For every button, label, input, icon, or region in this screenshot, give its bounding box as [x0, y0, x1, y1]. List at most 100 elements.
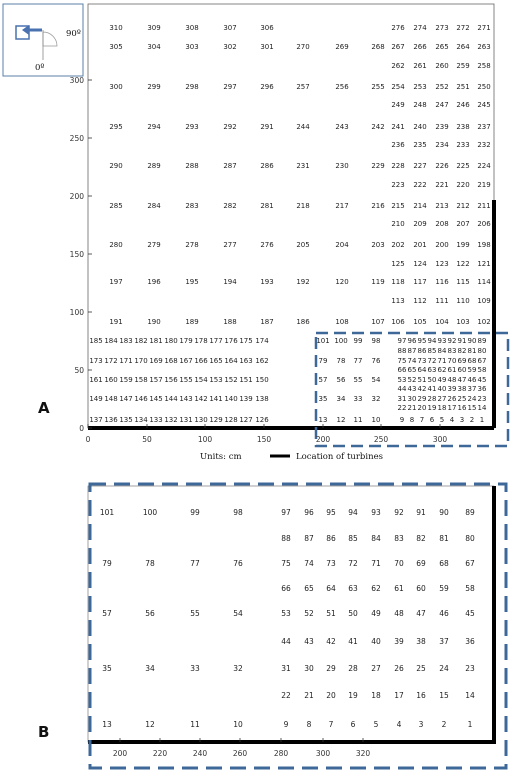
turbine-id: 57 — [102, 609, 112, 618]
turbine-id: 269 — [335, 43, 348, 51]
turbine-id: 29 — [418, 395, 427, 403]
turbine-id: 66 — [398, 366, 407, 374]
turbine-id: 196 — [147, 278, 161, 286]
turbine-id: 126 — [255, 416, 269, 424]
turbine-id: 81 — [439, 534, 449, 543]
turbine-id: 67 — [478, 357, 487, 365]
turbine-id: 99 — [354, 337, 363, 345]
turbine-id: 271 — [477, 24, 490, 32]
turbine-id: 210 — [391, 220, 404, 228]
turbine-id: 159 — [119, 376, 132, 384]
turbine-id: 105 — [413, 318, 426, 326]
turbine-id: 48 — [394, 609, 404, 618]
turbine-id: 22 — [398, 404, 407, 412]
turbine-id: 226 — [435, 162, 449, 170]
turbine-id: 18 — [438, 404, 447, 412]
turbine-id: 81 — [468, 347, 477, 355]
turbine-id: 5 — [374, 720, 379, 729]
turbine-id: 190 — [147, 318, 160, 326]
turbine-id: 116 — [435, 278, 449, 286]
turbine-id: 8 — [307, 720, 312, 729]
turbine-id: 1 — [480, 416, 484, 424]
turbine-id: 274 — [413, 24, 427, 32]
turbine-id: 101 — [100, 508, 115, 517]
turbine-id: 111 — [435, 297, 448, 305]
turbine-id: 281 — [260, 202, 273, 210]
x-tick-label: 150 — [257, 435, 272, 444]
turbine-id: 43 — [304, 637, 314, 646]
turbine-id: 211 — [477, 202, 490, 210]
turbine-id: 43 — [408, 385, 417, 393]
turbine-id: 178 — [194, 337, 207, 345]
turbine-id: 28 — [428, 395, 437, 403]
turbine-id: 18 — [371, 691, 381, 700]
turbine-id: 306 — [260, 24, 274, 32]
turbine-id: 56 — [145, 609, 155, 618]
x-tick-label: 200 — [316, 435, 331, 444]
turbine-id: 73 — [418, 357, 427, 365]
turbine-id: 85 — [348, 534, 358, 543]
turbine-id: 28 — [348, 664, 358, 673]
turbine-id: 80 — [478, 347, 487, 355]
turbine-id: 233 — [456, 141, 469, 149]
turbine-id: 277 — [223, 241, 236, 249]
turbine-id: 93 — [438, 337, 447, 345]
turbine-id: 155 — [179, 376, 192, 384]
turbine-id: 10 — [372, 416, 381, 424]
turbine-id: 216 — [371, 202, 385, 210]
turbine-id: 208 — [435, 220, 448, 228]
turbine-id: 89 — [478, 337, 487, 345]
turbine-id: 63 — [428, 366, 437, 374]
turbine-id: 76 — [372, 357, 381, 365]
turbine-id: 115 — [456, 278, 469, 286]
turbine-id: 142 — [194, 395, 207, 403]
turbine-id: 256 — [335, 83, 349, 91]
turbine-id: 230 — [335, 162, 348, 170]
angle-0-label: 0º — [35, 63, 44, 73]
turbine-id: 299 — [147, 83, 160, 91]
turbine-id: 122 — [456, 260, 469, 268]
turbine-id: 55 — [354, 376, 363, 384]
turbine-id: 62 — [438, 366, 447, 374]
turbine-id: 287 — [223, 162, 236, 170]
turbine-id: 21 — [408, 404, 417, 412]
turbine-id: 92 — [448, 337, 457, 345]
turbine-id: 78 — [145, 559, 155, 568]
turbine-id: 54 — [372, 376, 381, 384]
turbine-id: 149 — [89, 395, 102, 403]
turbine-id: 279 — [147, 241, 160, 249]
turbine-id: 45 — [465, 609, 475, 618]
turbine-id: 137 — [89, 416, 102, 424]
turbine-id: 218 — [296, 202, 309, 210]
turbine-id: 113 — [391, 297, 404, 305]
turbine-id: 193 — [260, 278, 273, 286]
turbine-id: 158 — [134, 376, 147, 384]
turbine-id: 1 — [468, 720, 473, 729]
turbine-id: 154 — [194, 376, 208, 384]
turbine-id: 289 — [147, 162, 160, 170]
turbine-id: 186 — [296, 318, 310, 326]
turbine-id: 135 — [119, 416, 132, 424]
turbine-id: 308 — [185, 24, 198, 32]
turbine-id: 278 — [185, 241, 198, 249]
turbine-id: 258 — [477, 62, 490, 70]
turbine-id: 168 — [164, 357, 177, 365]
turbine-id: 222 — [413, 181, 426, 189]
turbine-id: 118 — [391, 278, 404, 286]
turbine-id: 36 — [465, 637, 475, 646]
turbine-id: 214 — [413, 202, 427, 210]
turbine-id: 295 — [109, 123, 122, 131]
turbine-id: 110 — [456, 297, 469, 305]
turbine-id: 92 — [394, 508, 404, 517]
turbine-id: 255 — [371, 83, 384, 91]
turbine-id: 60 — [416, 584, 426, 593]
turbine-id: 71 — [371, 559, 381, 568]
turbine-id: 128 — [224, 416, 237, 424]
turbine-id: 23 — [465, 664, 475, 673]
turbine-id: 144 — [164, 395, 178, 403]
turbine-id: 266 — [413, 43, 427, 51]
turbine-id: 259 — [456, 62, 469, 70]
turbine-id: 164 — [224, 357, 238, 365]
